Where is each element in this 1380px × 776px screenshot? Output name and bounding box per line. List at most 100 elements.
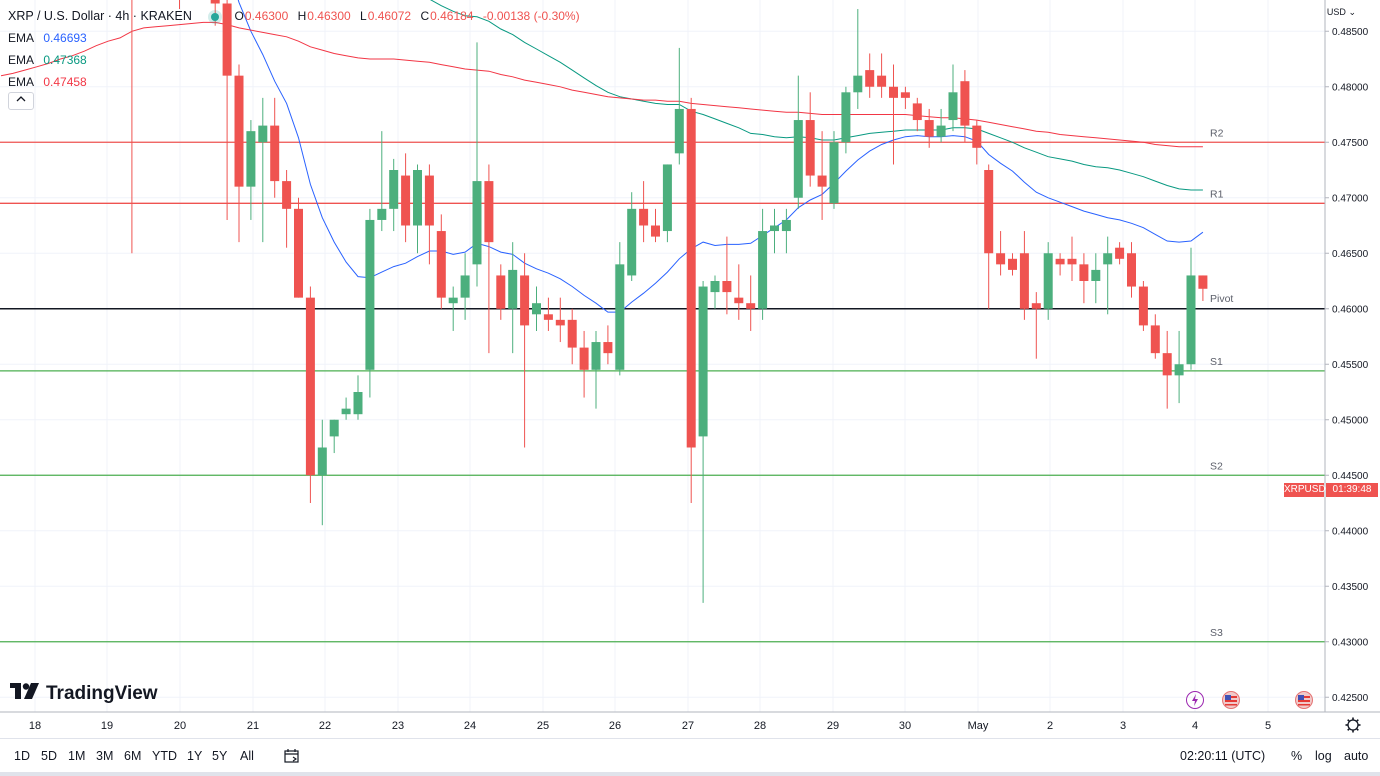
candle-body — [210, 0, 220, 4]
lightning-icon[interactable] — [1186, 691, 1204, 709]
candle — [924, 108, 934, 148]
candle-body — [317, 447, 327, 476]
indicator-name: EMA — [8, 31, 35, 45]
candle — [841, 86, 851, 154]
level-label-r1: R1 — [1210, 188, 1224, 200]
candle-body — [829, 142, 839, 204]
candle — [877, 53, 887, 98]
candle — [579, 330, 589, 398]
indicator-name: EMA — [8, 75, 35, 89]
candle-body — [900, 92, 910, 98]
log-toggle[interactable]: log — [1315, 749, 1332, 763]
time-tick-label: 26 — [609, 720, 621, 732]
candle — [329, 419, 339, 454]
chevron-up-icon — [16, 96, 26, 102]
range-3m[interactable]: 3M — [96, 749, 114, 763]
candle — [853, 9, 863, 109]
candle-body — [246, 131, 256, 187]
price-tick-label: 0.42500 — [1332, 693, 1369, 704]
tradingview-logo[interactable]: TradingView — [10, 683, 158, 705]
candle — [829, 131, 839, 209]
range-all[interactable]: All — [240, 749, 254, 763]
indicator-ema-fast[interactable]: EMA 0.46693 — [8, 28, 586, 50]
candle — [936, 108, 946, 143]
candle — [1019, 231, 1029, 320]
candle-body — [889, 86, 898, 98]
candle-body — [448, 297, 458, 304]
candle — [627, 192, 637, 281]
candle-body — [651, 225, 660, 237]
candle — [282, 170, 292, 248]
date-range-icon[interactable] — [284, 749, 300, 766]
candle-body — [805, 120, 815, 176]
time-tick-label: 29 — [827, 720, 839, 732]
candle-body — [1138, 286, 1148, 326]
candle-body — [853, 75, 863, 93]
us-flag-icon[interactable] — [1295, 691, 1313, 709]
us-flag-icon[interactable] — [1222, 691, 1240, 709]
time-tick-label: 2 — [1047, 720, 1053, 732]
candle-body — [912, 103, 922, 121]
time-tick-label: 19 — [101, 720, 113, 732]
time-tick-label: 28 — [754, 720, 766, 732]
chart-grid — [0, 0, 1325, 712]
range-5y[interactable]: 5Y — [212, 749, 228, 763]
candle — [1138, 281, 1148, 331]
range-ytd[interactable]: YTD — [152, 749, 177, 763]
time-tick-label: 22 — [319, 720, 331, 732]
candle-body — [662, 164, 672, 232]
candle-body — [305, 297, 315, 476]
candle — [520, 253, 530, 448]
percent-toggle[interactable]: % — [1291, 749, 1303, 763]
candle-body — [639, 208, 649, 226]
candle-body — [460, 275, 470, 298]
symbol-title[interactable]: XRP / U.S. Dollar · 4h · KRAKEN — [8, 9, 192, 23]
time-tick-label: 4 — [1192, 720, 1198, 732]
candle-body — [520, 275, 530, 326]
pivot-levels: R3R2R1PivotS1S2S3 — [0, 127, 1325, 643]
range-6m[interactable]: 6M — [124, 749, 142, 763]
range-1y[interactable]: 1Y — [187, 749, 203, 763]
candle — [698, 281, 708, 603]
candle-body — [341, 408, 351, 415]
candle-body — [294, 208, 303, 298]
indicator-value: 0.47458 — [43, 75, 87, 89]
range-1m[interactable]: 1M — [68, 749, 86, 763]
candle-body — [567, 319, 577, 348]
currency-selector[interactable]: USD ⌄ — [1327, 7, 1356, 18]
range-5d[interactable]: 5D — [41, 749, 57, 763]
collapse-legend-button[interactable] — [8, 92, 34, 110]
indicator-ema-mid[interactable]: EMA 0.47368 — [8, 50, 586, 72]
range-1d[interactable]: 1D — [14, 749, 30, 763]
candle — [817, 131, 827, 220]
candle — [353, 375, 363, 420]
indicator-value: 0.47368 — [43, 53, 87, 67]
candle-body — [1162, 353, 1172, 376]
market-status-icon[interactable] — [211, 12, 220, 21]
price-tick-label: 0.48000 — [1332, 82, 1369, 93]
candle-body — [1127, 253, 1136, 287]
candle-body — [353, 392, 363, 415]
candle-body — [948, 92, 958, 121]
candle-body — [1150, 325, 1160, 354]
candle-body — [389, 170, 399, 209]
time-tick-label: 3 — [1120, 720, 1126, 732]
candle — [615, 242, 625, 376]
candle — [972, 120, 982, 165]
candle-body — [972, 125, 982, 148]
indicator-ema-slow[interactable]: EMA 0.47458 — [8, 72, 586, 94]
candle-body — [603, 342, 613, 354]
price-chart[interactable]: R3R2R1PivotS1S2S3 0.545000.540000.535000… — [0, 0, 1380, 738]
candle — [341, 397, 351, 420]
candle — [389, 158, 399, 232]
utc-clock[interactable]: 02:20:11 (UTC) — [1180, 749, 1266, 763]
auto-toggle[interactable]: auto — [1344, 749, 1369, 763]
change-value: -0.00138 (-0.30%) — [482, 9, 580, 23]
candle — [889, 64, 898, 165]
candle — [317, 419, 327, 526]
time-tick-label: 30 — [899, 720, 911, 732]
ema-mid-line — [429, 0, 1203, 191]
candle — [793, 75, 803, 209]
chevron-down-icon: ⌄ — [1348, 7, 1356, 17]
candle — [377, 131, 387, 232]
